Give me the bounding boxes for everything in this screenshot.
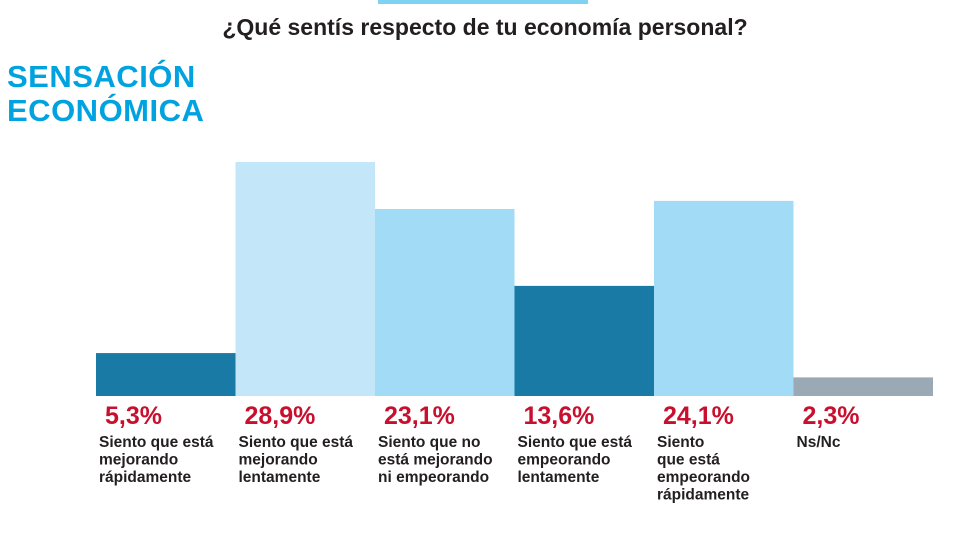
- bar-2: [235, 162, 375, 396]
- bar-3: [375, 208, 515, 396]
- section-heading-line-2: ECONÓMICA: [7, 93, 205, 128]
- category-label-5-line-4: rápidamente: [657, 487, 750, 504]
- value-label-2: 28,9%: [245, 402, 316, 430]
- category-label-3-line-3: ni empeorando: [378, 469, 489, 486]
- value-label-3: 23,1%: [384, 402, 455, 430]
- bar-1: [96, 353, 236, 396]
- category-label-3-line-1: Siento que no: [378, 434, 480, 451]
- category-label-5-line-2: que está: [657, 452, 720, 469]
- value-label-5: 24,1%: [663, 402, 734, 430]
- bar-4: [514, 285, 654, 396]
- category-label-1-line-3: rápidamente: [99, 469, 192, 486]
- category-label-2-line-1: Siento que está: [239, 434, 354, 451]
- value-label-1: 5,3%: [105, 402, 162, 430]
- category-label-2-line-2: mejorando: [239, 452, 318, 469]
- value-label-4: 13,6%: [524, 402, 595, 430]
- top-accent-bar: [378, 0, 588, 4]
- category-label-6-line-1: Ns/Nc: [797, 434, 841, 451]
- category-label-1-line-2: mejorando: [99, 452, 178, 469]
- category-label-4-line-2: empeorando: [518, 452, 611, 469]
- value-label-6: 2,3%: [803, 402, 860, 430]
- category-label-5-line-1: Siento: [657, 434, 704, 451]
- category-label-5-line-3: empeorando: [657, 469, 750, 486]
- chart-question-title: ¿Qué sentís respecto de tu economía pers…: [222, 14, 748, 40]
- category-label-4-line-3: lentamente: [518, 469, 600, 486]
- bar-6: [793, 377, 933, 396]
- category-label-4-line-1: Siento que está: [518, 434, 633, 451]
- bar-5: [654, 200, 794, 396]
- section-heading: SENSACIÓN ECONÓMICA: [7, 60, 204, 128]
- category-label-2-line-3: lentamente: [239, 469, 321, 486]
- category-label-1-line-1: Siento que está: [99, 434, 214, 451]
- section-heading-line-1: SENSACIÓN: [7, 59, 196, 94]
- category-label-3-line-2: está mejorando: [378, 452, 493, 469]
